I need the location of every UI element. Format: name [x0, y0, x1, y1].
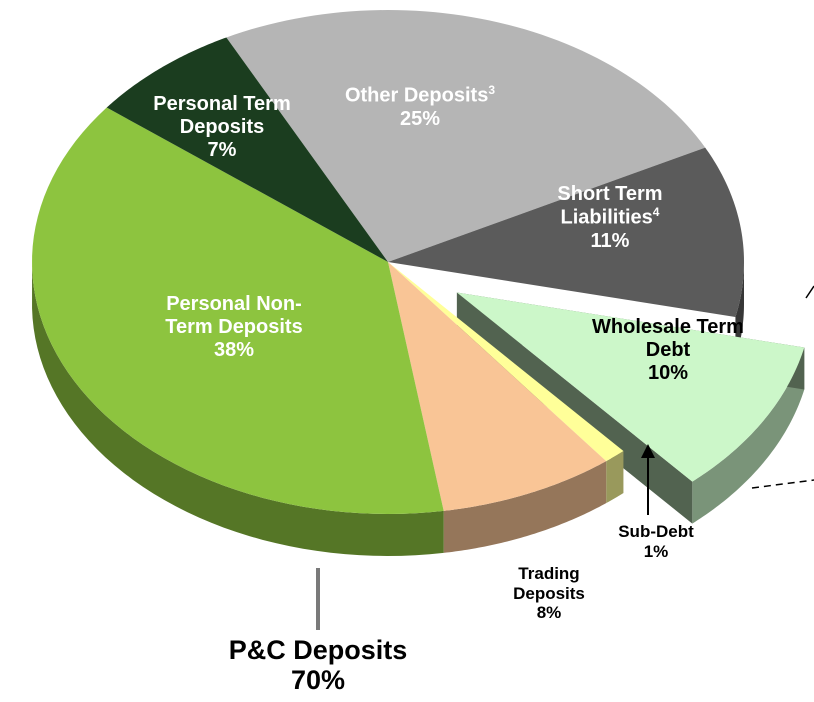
slice-value: 38% — [213, 339, 255, 361]
slice-name: Short Term Liabilities — [557, 183, 663, 229]
slice-name: Trading Deposits — [513, 564, 585, 603]
pie-slice — [226, 10, 706, 262]
slice-side — [692, 347, 805, 524]
connector-line — [805, 285, 814, 299]
slice-label: Personal Non-Term Deposits 38% — [147, 293, 322, 362]
annotation-value: 70% — [290, 664, 346, 695]
pie-tops — [32, 10, 805, 514]
slice-label: Personal Term Deposits 7% — [142, 93, 302, 162]
slice-name: Wholesale Term Debt — [592, 316, 744, 361]
slice-value: 1% — [643, 541, 669, 561]
slice-value: 11% — [590, 229, 630, 252]
pointer-head — [641, 444, 655, 458]
pie-slice — [388, 147, 744, 317]
footnote: 3 — [488, 83, 496, 97]
pie-slice — [456, 292, 805, 482]
annotation-text: P&C Deposits — [228, 635, 408, 665]
dashed-line — [751, 479, 814, 489]
slice-label: Trading Deposits 8% — [494, 564, 604, 623]
slice-label: Wholesale Term Debt 10% — [568, 316, 768, 385]
slice-value: 8% — [536, 603, 562, 623]
slice-name: Other Deposits — [344, 84, 489, 107]
annotation: P&C Deposits 70% — [228, 635, 408, 695]
slice-value: 25% — [399, 107, 441, 130]
slice-name: Personal Non-Term Deposits — [165, 293, 303, 338]
pie-slice — [388, 262, 607, 511]
slice-side — [606, 451, 624, 504]
pie-slice — [32, 107, 444, 514]
slice-side — [443, 461, 607, 553]
footnote: 4 — [652, 205, 660, 219]
pie-slice — [388, 262, 624, 462]
slice-side — [735, 262, 744, 359]
pie-slice — [106, 37, 388, 262]
slice-name: Personal Term Deposits — [153, 93, 291, 138]
slice-label: Sub-Debt 1% — [596, 522, 716, 561]
slice-value: 7% — [207, 139, 237, 161]
slice-value: 10% — [647, 362, 689, 384]
slice-label: Other Deposits3 25% — [305, 83, 535, 131]
slice-name: Sub-Debt — [618, 522, 694, 541]
slice-side — [32, 266, 444, 556]
slice-label: Short Term Liabilities4 11% — [535, 183, 685, 253]
